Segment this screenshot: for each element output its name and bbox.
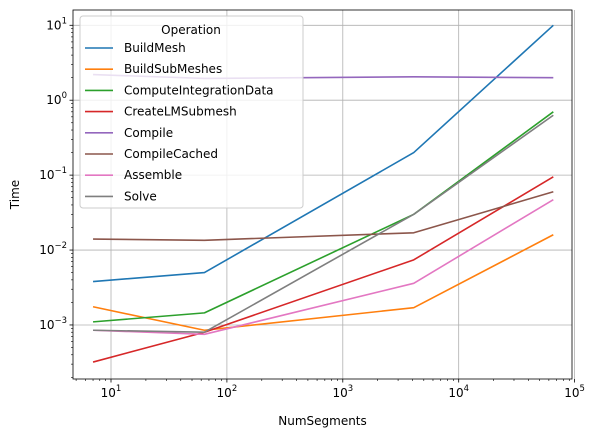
legend-items: BuildMesh BuildSubMeshes ComputeIntegratio…	[85, 41, 274, 203]
legend-label: CompileCached	[124, 147, 218, 161]
series-line-create-lmsubmesh	[92, 176, 554, 363]
legend-label: ComputeIntegrationData	[124, 83, 274, 97]
series-line-assemble	[93, 199, 554, 336]
series-line-compute-integration-data	[92, 111, 554, 323]
x-tick-label: 102	[217, 384, 238, 400]
legend-label: BuildMesh	[124, 41, 186, 55]
y-tick-label: 10−3	[39, 316, 67, 332]
legend-label: Solve	[124, 189, 157, 203]
y-tick-label: 100	[46, 91, 67, 107]
legend-box	[79, 15, 304, 209]
x-tick-label: 104	[448, 384, 469, 400]
axis-ticks: 101 102 103 104 105 10−3 10−2 10−1 100 101	[39, 16, 585, 400]
legend-label: Assemble	[124, 168, 182, 182]
x-axis-label: NumSegments	[278, 414, 367, 428]
legend: Operation BuildMesh BuildSubMeshes Compute…	[79, 15, 304, 209]
series-line-compile-cached	[93, 190, 554, 242]
x-tick-label: 101	[101, 384, 122, 400]
y-axis-label: Time	[8, 180, 22, 210]
series-line-build-mesh	[92, 24, 554, 283]
series-line-solve	[93, 114, 554, 334]
x-tick-label: 105	[564, 384, 585, 400]
y-tick-label: 10−1	[39, 166, 67, 182]
y-tick-label: 10−2	[39, 241, 67, 257]
plot-frame	[72, 9, 573, 380]
y-tick-label: 101	[46, 16, 67, 32]
legend-label: Compile	[124, 126, 173, 140]
series-lines	[92, 24, 554, 363]
legend-label: CreateLMSubmesh	[124, 105, 237, 119]
legend-label: BuildSubMeshes	[124, 62, 222, 76]
x-tick-label: 103	[332, 384, 353, 400]
legend-title: Operation	[161, 23, 221, 37]
series-line-build-sub-meshes	[92, 234, 554, 332]
